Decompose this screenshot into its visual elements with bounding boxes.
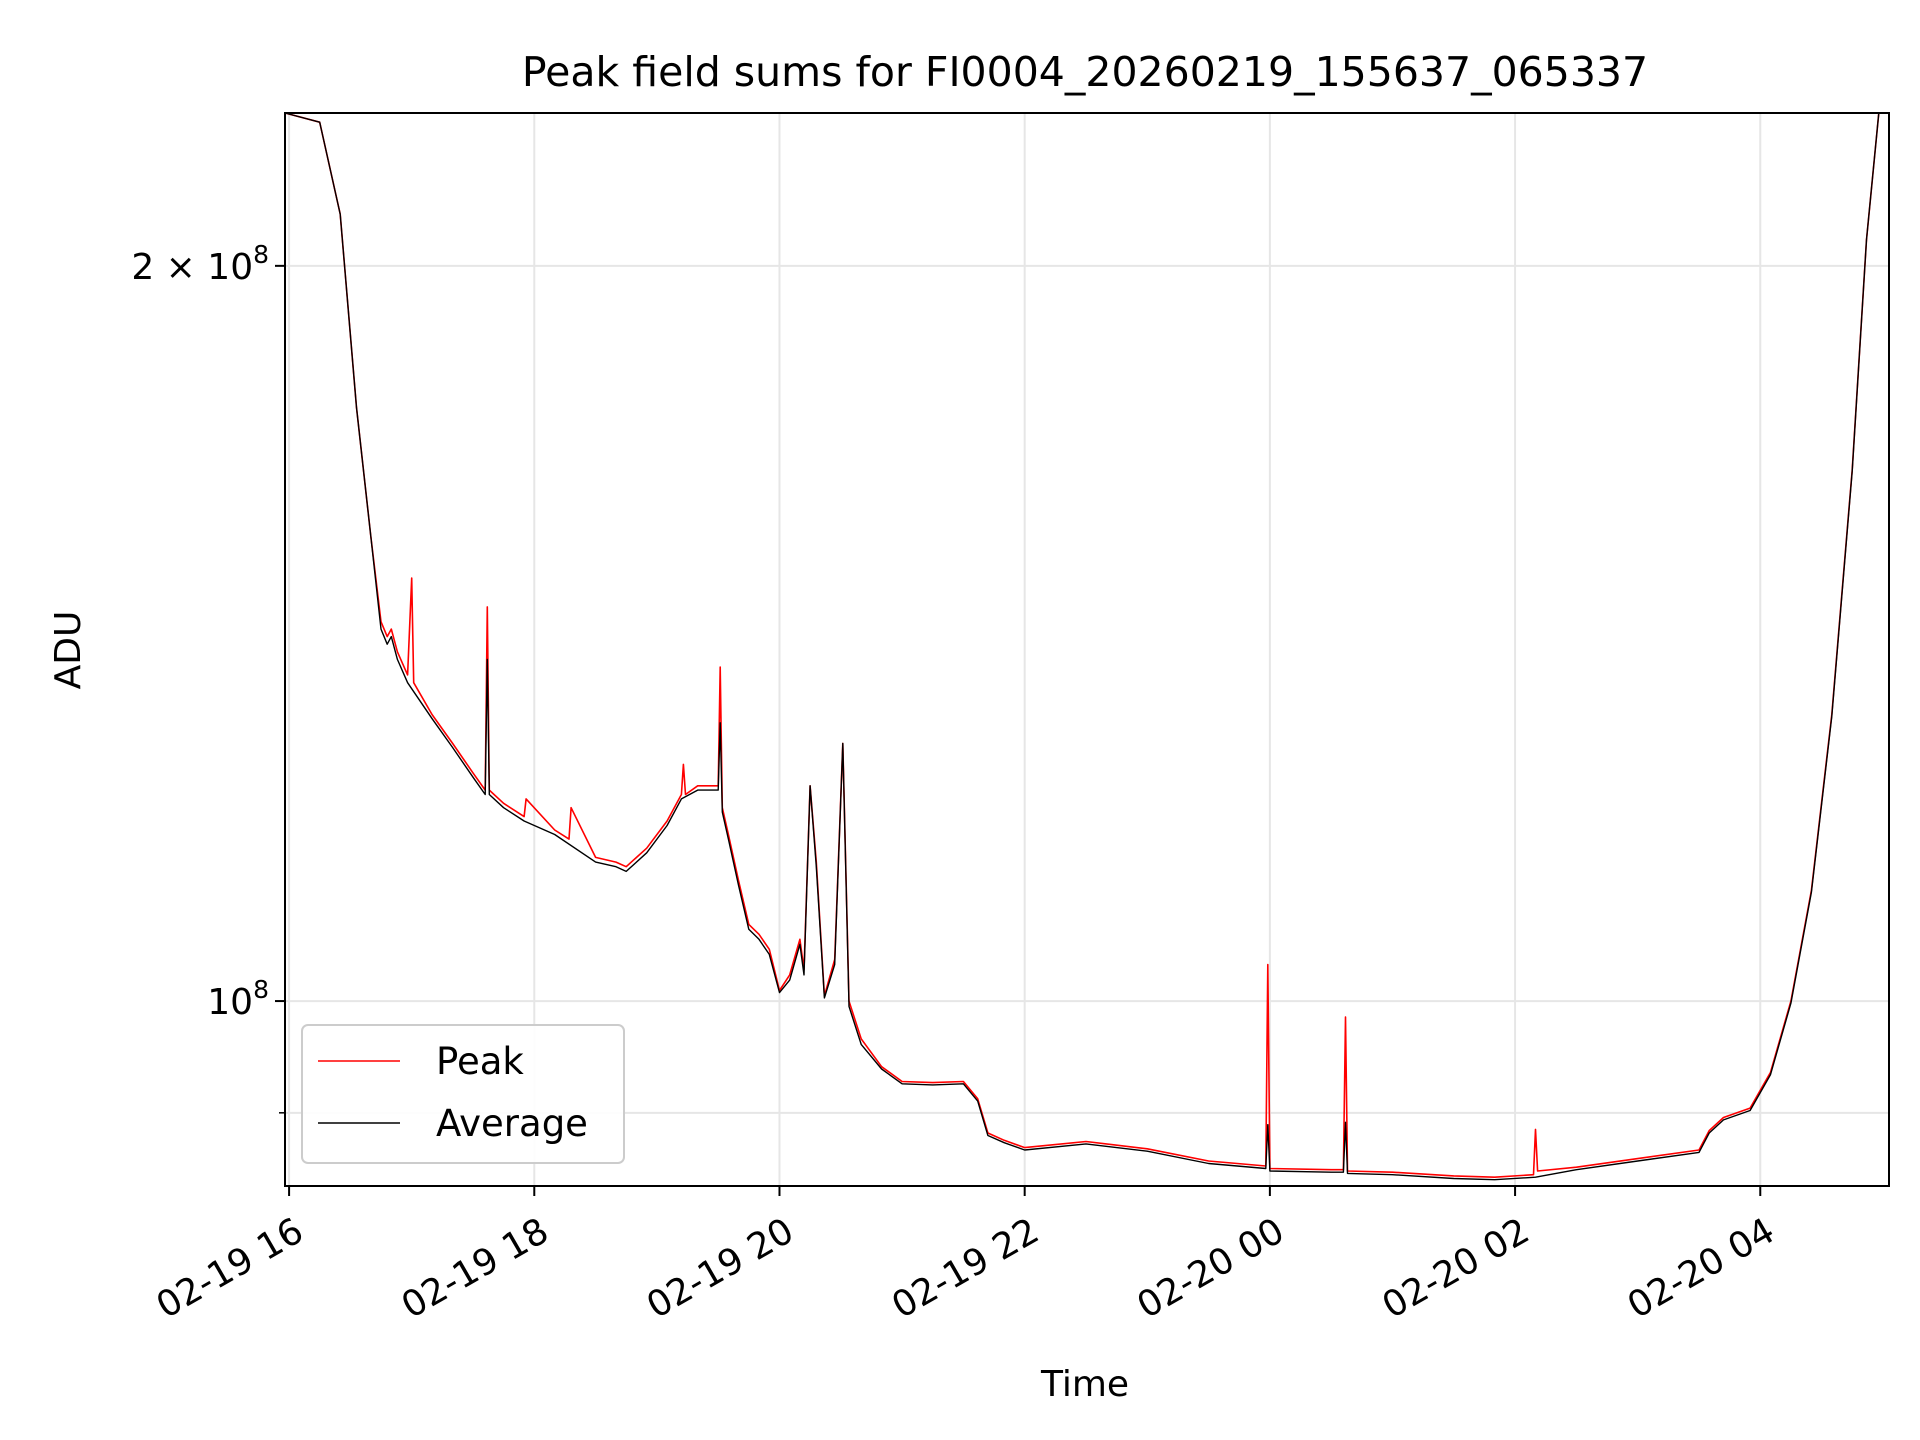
plot-frame [284,112,1890,1187]
y-axis-label: ADU [48,611,89,690]
y-tick-label-base: 10 [207,982,253,1023]
legend: Peak Average [301,1024,625,1164]
chart-title: Peak field sums for FI0004_20260219_1556… [522,48,1648,96]
x-axis-label: Time [1040,1364,1129,1405]
y-tick-label-base: 2 × 10 [131,247,253,288]
y-tick-label: 108 [207,975,269,1023]
legend-label-average: Average [436,1102,588,1145]
grid [285,113,1889,1186]
plot-lines [284,112,1889,1181]
legend-box [301,1024,625,1164]
series-line-average [284,112,1889,1181]
y-tick-label-exponent: 8 [253,975,269,1004]
y-tick-label: 2 × 108 [131,240,269,288]
legend-label-peak: Peak [436,1040,524,1083]
y-tick-label-exponent: 8 [253,240,269,269]
